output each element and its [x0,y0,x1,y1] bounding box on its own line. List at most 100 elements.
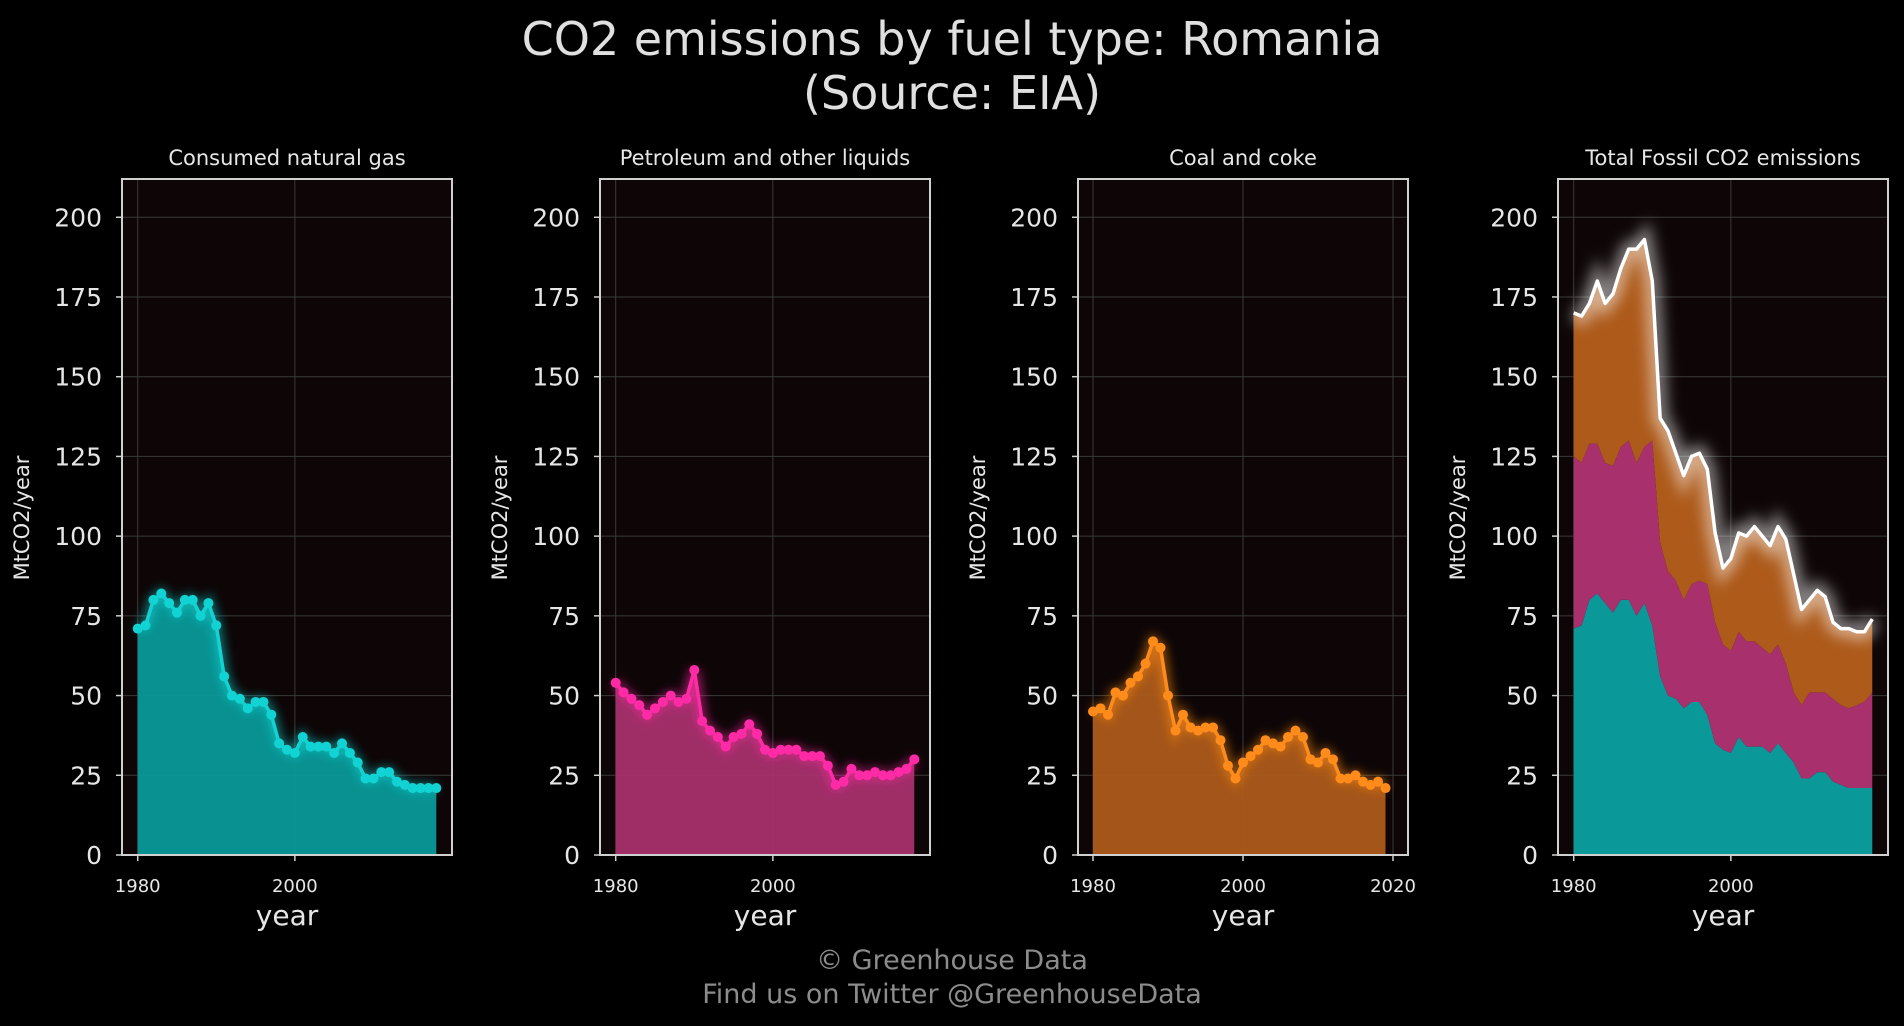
data-point [360,773,371,784]
data-point [1380,783,1391,794]
data-point [1223,760,1233,771]
y-tick-label: 150 [54,363,102,392]
x-axis-label: year [256,899,319,932]
data-point [266,709,277,720]
data-point [1268,738,1278,749]
data-point [854,770,865,781]
x-tick-label: 1980 [1551,876,1597,897]
y-axis-label: MtCO2/year [1446,455,1470,580]
y-tick-label: 25 [70,761,102,790]
data-point [1163,690,1173,701]
x-tick-label: 2020 [1370,876,1416,897]
data-point [712,732,723,743]
y-tick-label: 175 [1490,283,1538,312]
y-axis-label: MtCO2/year [966,455,990,580]
data-point [1328,754,1338,765]
stack-area-1 [1573,593,1873,855]
data-point [140,620,151,631]
y-tick-label: 200 [54,203,102,232]
data-point [289,747,300,758]
data-point [1170,725,1181,736]
data-point [767,747,778,758]
y-tick-label: 150 [532,363,580,392]
panel-title: Consumed natural gas [168,146,405,170]
data-point [736,728,747,739]
y-tick-label: 50 [70,682,102,711]
data-point [1245,751,1256,762]
data-point [1335,773,1346,784]
y-tick-label: 200 [1490,203,1538,232]
credit-copyright: © Greenhouse Data [816,945,1088,976]
data-point [791,744,802,755]
data-point [1365,779,1376,790]
panel-title: Total Fossil CO2 emissions [1584,146,1860,170]
data-point [368,773,379,784]
data-point [1215,735,1226,746]
y-tick-label: 100 [532,522,580,551]
y-tick-label: 75 [548,602,580,631]
data-point [1358,776,1368,787]
data-point [1283,732,1293,743]
y-tick-label: 125 [1490,442,1538,471]
data-point [187,594,198,605]
data-point [650,703,660,714]
data-point [313,741,324,752]
x-axis-label: year [734,899,797,932]
y-tick-label: 75 [70,602,102,631]
data-point [1148,636,1158,647]
data-point [634,700,645,711]
data-point [893,767,904,778]
data-point [407,783,418,794]
x-tick-label: 2000 [1220,876,1266,897]
data-point [885,770,896,781]
data-point [728,732,739,743]
data-point [1298,732,1308,743]
y-tick-label: 100 [1010,522,1058,551]
data-point [870,767,880,778]
y-tick-label: 150 [1010,363,1058,392]
data-point [179,594,190,605]
data-point [744,719,755,730]
data-point [1373,776,1383,787]
y-tick-label: 0 [86,841,102,870]
data-point [1103,709,1113,720]
data-point [1253,744,1263,755]
data-point [838,776,849,787]
x-tick-label: 2000 [750,876,796,897]
panel-4: 0 25 50 75 100 125 150 175 200 1980 2000 Total Foss… [1446,146,1889,932]
data-point [1125,677,1136,688]
data-point [234,693,245,704]
data-point [148,594,159,605]
plot-frame [1557,178,1889,856]
data-point [1110,687,1121,698]
data-point [618,687,629,698]
data-point [1193,725,1203,736]
y-tick-label: 200 [1010,203,1058,232]
y-tick-label: 125 [532,442,580,471]
stack-area-2 [1573,440,1873,789]
x-tick-label: 1980 [593,876,639,897]
data-point [423,783,434,794]
data-point [1088,706,1098,717]
data-point [1155,642,1166,653]
y-tick-label: 25 [548,761,580,790]
x-tick-label: 1980 [1070,876,1116,897]
y-tick-label: 175 [532,283,580,312]
plot-frame [121,178,453,856]
data-point [657,696,668,707]
y-tick-label: 50 [1026,682,1058,711]
data-point [376,767,387,778]
data-point [815,751,825,762]
data-point [431,783,442,794]
data-point [877,770,888,781]
chart-title-line2: (Source: EIA) [802,66,1102,120]
y-tick-label: 125 [54,442,102,471]
data-point [282,744,292,755]
x-axis-label: year [1692,899,1755,932]
total-line [1573,237,1874,634]
data-point [329,747,340,758]
data-point [807,751,818,762]
chart-title-line1: CO2 emissions by fuel type: Romania [521,12,1383,66]
data-point [1095,703,1106,714]
